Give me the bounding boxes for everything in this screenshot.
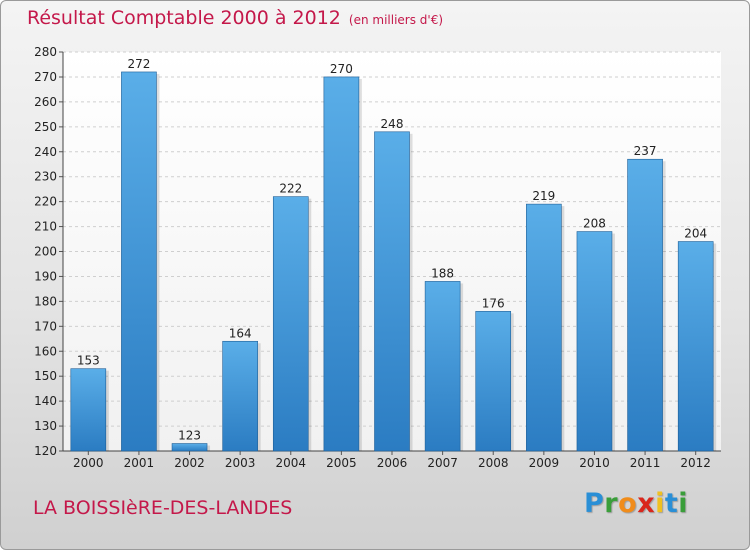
bar-value-label: 248 bbox=[381, 117, 404, 131]
bar-value-label: 219 bbox=[532, 189, 555, 203]
bar-value-label: 222 bbox=[279, 182, 302, 196]
x-tick-label: 2000 bbox=[73, 456, 104, 470]
y-tick-label: 200 bbox=[34, 245, 57, 259]
chart-title-text: Résultat Comptable 2000 à 2012 bbox=[27, 7, 341, 29]
y-tick-label: 230 bbox=[34, 170, 57, 184]
x-tick-label: 2010 bbox=[579, 456, 610, 470]
y-tick-label: 270 bbox=[34, 70, 57, 84]
bar-value-label: 237 bbox=[634, 144, 657, 158]
y-tick-label: 210 bbox=[34, 220, 57, 234]
bar bbox=[171, 443, 208, 452]
bar bbox=[677, 241, 714, 452]
chart-title: Résultat Comptable 2000 à 2012 (en millie… bbox=[27, 7, 443, 29]
bar bbox=[424, 281, 461, 452]
y-tick-label: 120 bbox=[34, 444, 57, 458]
bar-value-label: 164 bbox=[229, 326, 252, 340]
x-tick-label: 2011 bbox=[630, 456, 661, 470]
x-tick-label: 2012 bbox=[680, 456, 711, 470]
bar-value-label: 123 bbox=[178, 429, 201, 443]
x-tick-label: 2008 bbox=[478, 456, 509, 470]
y-tick-label: 260 bbox=[34, 95, 57, 109]
y-tick-label: 190 bbox=[34, 269, 57, 283]
x-tick-label: 2001 bbox=[124, 456, 155, 470]
x-tick-label: 2005 bbox=[326, 456, 357, 470]
bar-value-label: 208 bbox=[583, 217, 606, 231]
bar bbox=[627, 158, 663, 452]
bar-value-label: 270 bbox=[330, 62, 353, 76]
bar-value-label: 204 bbox=[684, 227, 707, 241]
bar bbox=[272, 196, 309, 452]
x-tick-label: 2003 bbox=[225, 456, 256, 470]
y-tick-label: 180 bbox=[34, 294, 57, 308]
y-tick-label: 140 bbox=[34, 394, 57, 408]
bar bbox=[121, 71, 157, 452]
bar bbox=[526, 203, 562, 452]
bar bbox=[475, 311, 512, 452]
logo-letter: t bbox=[664, 488, 679, 519]
logo-letter: r bbox=[604, 488, 619, 519]
x-tick-label: 2007 bbox=[427, 456, 458, 470]
logo-letter: i bbox=[655, 488, 665, 519]
bar bbox=[70, 368, 107, 452]
chart-unit: (en milliers d'€) bbox=[348, 13, 444, 27]
bar bbox=[374, 131, 410, 452]
y-tick-label: 280 bbox=[34, 45, 57, 59]
x-tick-label: 2009 bbox=[529, 456, 560, 470]
bar-value-label: 272 bbox=[127, 57, 150, 71]
y-tick-label: 220 bbox=[34, 195, 57, 209]
bar bbox=[323, 76, 360, 452]
y-tick-label: 250 bbox=[34, 120, 57, 134]
x-tick-label: 2006 bbox=[377, 456, 408, 470]
bar bbox=[576, 231, 613, 452]
y-tick-label: 240 bbox=[34, 145, 57, 159]
y-tick-label: 160 bbox=[34, 344, 57, 358]
x-tick-label: 2002 bbox=[174, 456, 205, 470]
logo-letter: P bbox=[584, 488, 605, 519]
bar-value-label: 153 bbox=[77, 354, 100, 368]
bar-value-label: 176 bbox=[482, 296, 505, 310]
bar-value-label: 188 bbox=[431, 266, 454, 280]
proxiti-logo: Proxiti bbox=[584, 488, 688, 519]
logo-letter: o bbox=[618, 488, 638, 519]
bar bbox=[222, 340, 258, 452]
commune-name: LA BOISSIèRE-DES-LANDES bbox=[33, 497, 293, 519]
y-tick-label: 170 bbox=[34, 319, 57, 333]
y-tick-label: 150 bbox=[34, 369, 57, 383]
x-tick-label: 2004 bbox=[275, 456, 306, 470]
logo-letter: i bbox=[678, 488, 689, 519]
y-tick-label: 130 bbox=[34, 419, 57, 433]
logo-letter: x bbox=[637, 488, 656, 519]
